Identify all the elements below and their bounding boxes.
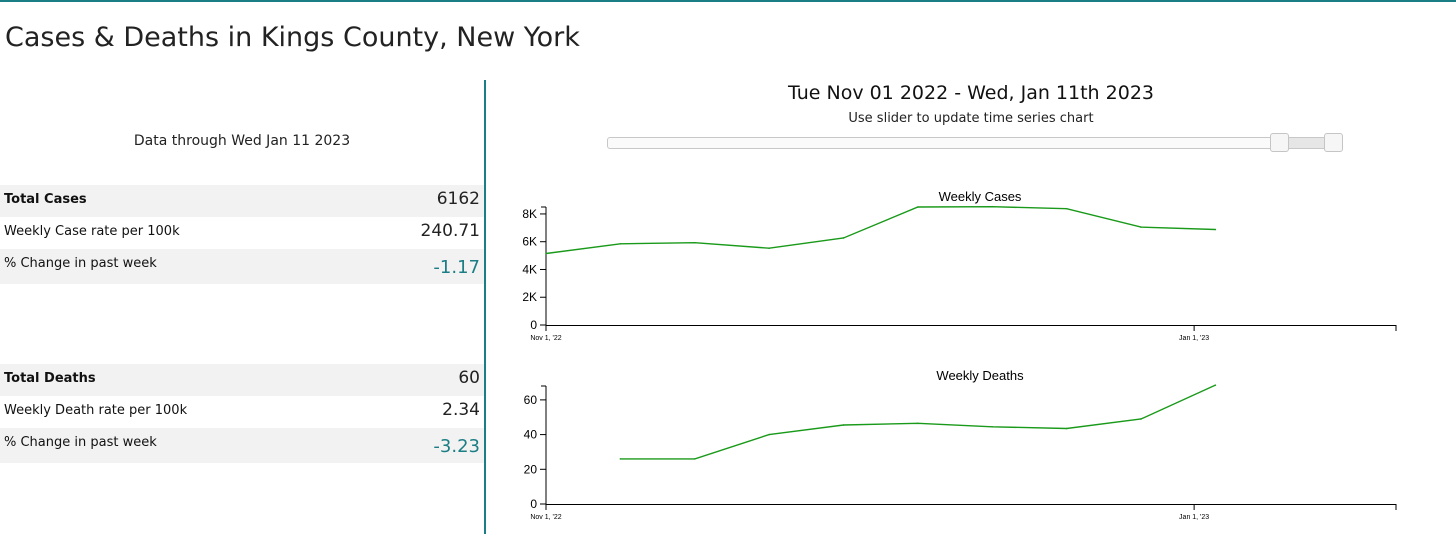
deaths-data-point (991, 425, 994, 428)
deaths-data-point (917, 422, 919, 425)
deaths-data-point (693, 458, 696, 460)
deaths-pct-change-row: % Change in past week -3.23 (0, 428, 484, 463)
cases-pct-change-value: -1.17 (433, 257, 480, 278)
slider-selected-range[interactable] (1279, 137, 1334, 149)
deaths-data-point (619, 458, 622, 460)
cases-data-point (768, 247, 770, 250)
deaths-y-tick-label: 20 (524, 462, 538, 476)
slider-hint: Use slider to update time series chart (848, 111, 1094, 126)
deaths-data-point (1140, 418, 1142, 420)
page-title: Cases & Deaths in Kings County, New York (5, 22, 580, 53)
deaths-x-tick-label: Jan 1, '23 (1179, 514, 1209, 521)
deaths-data-point (768, 433, 770, 436)
deaths-y-tick-label: 60 (524, 393, 538, 407)
cases-series-line (545, 205, 1216, 255)
cases-y-tick-label: 8K (522, 207, 537, 221)
deaths-pct-change-label: % Change in past week (4, 435, 157, 450)
panel-divider (484, 80, 486, 534)
weekly-case-rate-label: Weekly Case rate per 100k (4, 224, 180, 239)
cases-x-tick-label: Jan 1, '23 (1179, 335, 1209, 342)
weekly-cases-chart: Weekly Cases 0 2K 4K 6K 8K Nov 1, '22 Jan 1, '2… (522, 189, 1397, 342)
cases-data-point (917, 206, 919, 208)
cases-pct-change-row: % Change in past week -1.17 (0, 249, 484, 284)
cases-data-point (545, 252, 547, 255)
cases-y-tick-label: 2K (522, 290, 537, 304)
total-deaths-label: Total Deaths (4, 371, 96, 386)
deaths-data-point (842, 424, 845, 426)
slider-start-handle[interactable] (1270, 133, 1290, 152)
deaths-x-tick-label: Nov 1, '22 (530, 514, 561, 521)
cases-data-point (842, 237, 845, 239)
deaths-y-tick-label: 40 (524, 428, 538, 442)
weekly-death-rate-label: Weekly Death rate per 100k (4, 403, 188, 418)
weekly-case-rate-row: Weekly Case rate per 100k 240.71 (0, 217, 484, 249)
deaths-chart-title: Weekly Deaths (936, 368, 1024, 383)
weekly-case-rate-value: 240.71 (420, 221, 480, 241)
cases-data-point (1140, 226, 1142, 228)
deaths-y-tick-label: 0 (530, 497, 537, 511)
top-accent-rule (0, 0, 1456, 2)
total-cases-value: 6162 (436, 189, 480, 209)
weekly-deaths-chart: Weekly Deaths 0 20 40 60 Nov 1, '22 Jan 1, '23 (524, 368, 1397, 521)
deaths-data-point (1214, 384, 1217, 386)
deaths-pct-change-value: -3.23 (433, 436, 480, 457)
cases-chart-title: Weekly Cases (939, 189, 1022, 204)
slider-end-handle[interactable] (1324, 133, 1343, 152)
cases-y-tick-label: 0 (530, 318, 537, 332)
data-through-label: Data through Wed Jan 11 2023 (133, 133, 351, 149)
deaths-data-point (1065, 427, 1068, 430)
deaths-series-line (620, 384, 1216, 460)
date-range-title: Tue Nov 01 2022 - Wed, Jan 11th 2023 (787, 82, 1154, 104)
cases-x-tick-label: Nov 1, '22 (530, 335, 561, 342)
slider-track[interactable] (607, 137, 1343, 149)
total-deaths-row: Total Deaths 60 (0, 364, 484, 396)
cases-data-point (619, 242, 622, 245)
cases-data-point (1214, 228, 1217, 231)
cases-y-tick-label: 4K (522, 262, 537, 276)
total-deaths-value: 60 (458, 368, 480, 388)
cases-data-point (1065, 207, 1068, 210)
weekly-death-rate-value: 2.34 (442, 400, 480, 420)
total-cases-row: Total Cases 6162 (0, 185, 484, 217)
cases-data-point (991, 205, 994, 208)
cases-y-tick-label: 6K (522, 235, 537, 249)
cases-pct-change-label: % Change in past week (4, 256, 157, 271)
cases-data-point (693, 241, 696, 244)
total-cases-label: Total Cases (4, 192, 87, 207)
weekly-death-rate-row: Weekly Death rate per 100k 2.34 (0, 396, 484, 428)
